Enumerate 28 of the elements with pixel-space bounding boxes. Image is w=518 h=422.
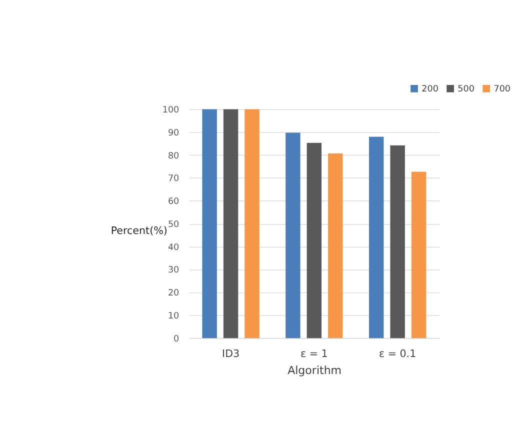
y-tick-label: 0 [174, 334, 180, 344]
y-tick-label: 30 [168, 266, 180, 276]
y-tick-label: 50 [168, 220, 180, 230]
x-tick-label: ID3 [222, 348, 240, 360]
x-tick-label: ε = 1 [300, 348, 328, 360]
legend-label: 700 [494, 84, 511, 95]
y-tick-label: 90 [168, 128, 180, 138]
bar [411, 172, 426, 338]
bar [244, 109, 260, 338]
bar [328, 153, 343, 338]
bar [223, 109, 238, 338]
x-tick-label: ε = 0.1 [379, 348, 416, 360]
bar [390, 145, 405, 338]
legend-label: 200 [422, 84, 439, 95]
bar [368, 136, 384, 338]
y-tick-label: 100 [162, 106, 180, 116]
y-tick-label: 40 [168, 242, 180, 253]
y-tick-label: 70 [168, 174, 180, 184]
bar [202, 109, 217, 338]
y-tick-label: 60 [168, 197, 180, 208]
y-tick-label: 20 [168, 288, 180, 299]
legend-label: 500 [458, 84, 475, 95]
bar [286, 132, 300, 338]
y-tick-label: 80 [168, 151, 180, 162]
x-axis-title: Algorithm [288, 364, 342, 377]
y-tick-label: 10 [168, 311, 180, 322]
y-axis-title: Percent(%) [110, 224, 168, 237]
bar [306, 142, 322, 338]
